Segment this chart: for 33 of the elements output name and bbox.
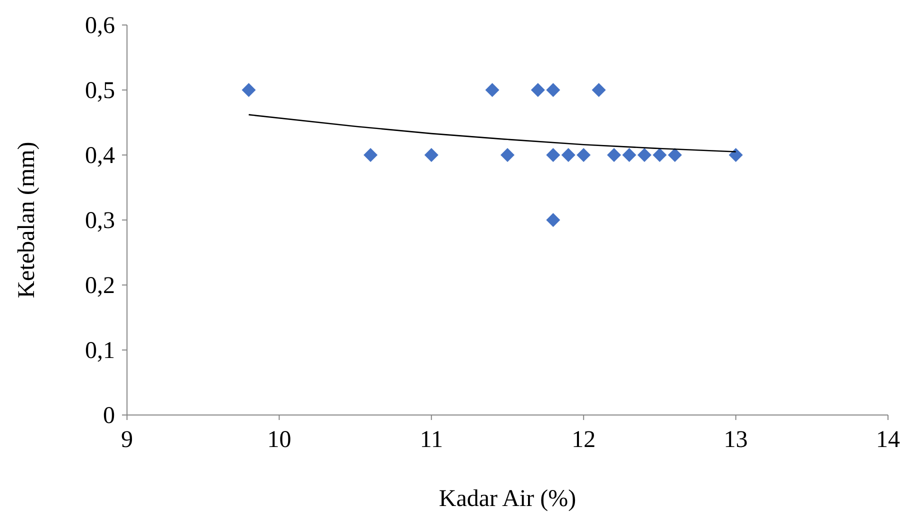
point bbox=[485, 83, 500, 97]
point bbox=[561, 148, 576, 162]
x-tick-label: 10 bbox=[267, 427, 292, 453]
x-tick-label: 9 bbox=[121, 427, 133, 453]
point bbox=[622, 148, 636, 162]
x-tick-label: 11 bbox=[420, 427, 443, 453]
x-tick-label: 13 bbox=[724, 427, 748, 453]
y-tick-label: 0,2 bbox=[85, 273, 115, 299]
point bbox=[546, 83, 560, 97]
point bbox=[576, 148, 591, 162]
x-tick-label: 12 bbox=[572, 427, 596, 453]
point bbox=[728, 148, 743, 162]
y-tick-label: 0 bbox=[103, 403, 115, 429]
x-tick-label: 14 bbox=[876, 427, 900, 453]
y-axis-title: Ketebalan (mm) bbox=[14, 142, 40, 298]
point bbox=[668, 148, 682, 162]
point bbox=[637, 148, 652, 162]
point bbox=[500, 148, 514, 162]
y-tick-label: 0,3 bbox=[85, 208, 115, 234]
point bbox=[546, 213, 560, 227]
y-tick-label: 0,4 bbox=[85, 143, 115, 169]
point bbox=[607, 148, 622, 162]
point bbox=[242, 83, 256, 97]
point bbox=[652, 148, 667, 162]
point bbox=[592, 83, 606, 97]
point bbox=[424, 148, 438, 162]
y-tick-label: 0,5 bbox=[85, 78, 115, 104]
point bbox=[364, 148, 378, 162]
y-tick-label: 0,1 bbox=[85, 338, 115, 364]
point bbox=[546, 148, 560, 162]
y-tick-label: 0,6 bbox=[85, 13, 115, 39]
point bbox=[530, 83, 545, 97]
x-axis-title: Kadar Air (%) bbox=[438, 486, 576, 512]
